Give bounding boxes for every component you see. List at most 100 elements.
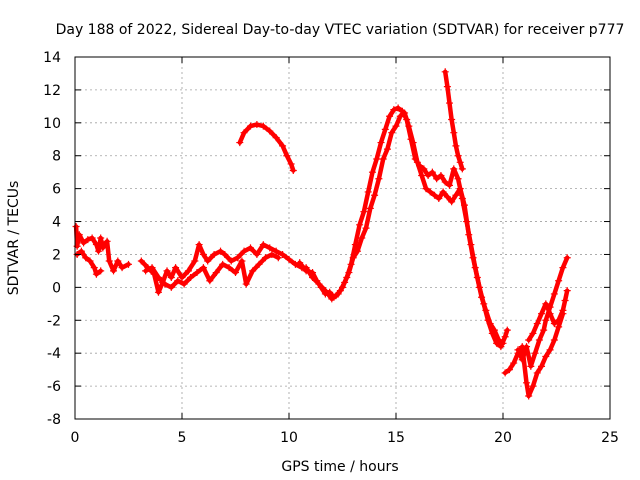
data-point: [246, 244, 254, 252]
data-point: [377, 139, 385, 147]
data-point: [345, 269, 353, 277]
data-point: [274, 254, 282, 262]
data-point: [240, 247, 248, 255]
y-axis-title: SDTVAR / TECUs: [6, 181, 22, 296]
data-point: [555, 277, 563, 285]
data-point: [266, 244, 274, 252]
y-tick-label: 6: [52, 182, 61, 198]
data-point: [266, 127, 274, 135]
data-point: [452, 191, 460, 199]
data-point: [77, 247, 85, 255]
y-tick-label: 14: [43, 50, 61, 66]
y-tick-label: -2: [47, 313, 61, 329]
chart-title: Day 188 of 2022, Sidereal Day-to-day VTE…: [56, 22, 625, 38]
y-tick-label: 2: [52, 247, 61, 263]
x-tick-label: 20: [494, 430, 512, 446]
data-point: [533, 320, 541, 328]
data-point: [559, 264, 567, 272]
data-point: [246, 122, 254, 130]
data-point: [364, 188, 372, 196]
data-point: [371, 191, 379, 199]
data-point: [443, 193, 451, 201]
data-series: [72, 68, 571, 400]
data-point: [443, 83, 451, 91]
data-point: [433, 175, 441, 183]
data-point: [358, 234, 366, 242]
series-sdtvar-main-f: [302, 109, 507, 347]
series-trace: [143, 252, 281, 290]
x-tick-label: 15: [387, 430, 405, 446]
data-point: [341, 278, 349, 286]
data-point: [291, 260, 299, 268]
data-point: [193, 269, 201, 277]
data-point: [255, 260, 263, 268]
data-point: [428, 168, 436, 176]
plot-frame: [74, 56, 611, 420]
data-point: [163, 267, 171, 275]
data-point: [349, 254, 357, 262]
data-point: [82, 254, 90, 262]
series-sdtvar-spike: [441, 68, 466, 173]
data-point: [174, 277, 182, 285]
data-point: [450, 165, 458, 173]
data-point: [469, 254, 477, 262]
data-point: [401, 109, 409, 117]
y-tick-label: -6: [47, 379, 61, 395]
data-point: [234, 254, 242, 262]
data-point: [501, 369, 509, 377]
y-tick-label: 12: [43, 83, 61, 99]
data-point: [409, 139, 417, 147]
data-point: [379, 155, 387, 163]
data-point: [473, 273, 481, 281]
data-point: [137, 257, 145, 265]
y-tick-label: 10: [43, 116, 61, 132]
data-point: [309, 273, 317, 281]
data-point: [561, 297, 569, 305]
data-point: [563, 287, 571, 295]
data-point: [535, 336, 543, 344]
data-point: [426, 188, 434, 196]
data-point: [527, 362, 535, 370]
x-tick-label: 5: [178, 430, 187, 446]
data-point: [86, 257, 94, 265]
data-point: [191, 257, 199, 265]
data-point: [465, 231, 473, 239]
data-point: [272, 247, 280, 255]
data-point: [142, 267, 150, 275]
data-point: [542, 300, 550, 308]
x-tick-label: 0: [71, 430, 80, 446]
data-point: [360, 208, 368, 216]
data-point: [486, 320, 494, 328]
data-point: [441, 68, 449, 76]
data-point: [103, 237, 111, 245]
data-point: [381, 125, 389, 133]
data-point: [538, 310, 546, 318]
data-point: [546, 346, 554, 354]
data-point: [514, 346, 522, 354]
data-point: [232, 269, 239, 277]
data-point: [529, 382, 537, 390]
data-point: [538, 362, 546, 370]
data-point: [227, 257, 235, 265]
data-point: [550, 336, 558, 344]
data-point: [373, 155, 381, 163]
data-point: [490, 326, 498, 334]
data-point: [437, 171, 445, 179]
data-point: [249, 267, 257, 275]
x-tick-label: 25: [601, 430, 619, 446]
data-point: [289, 167, 297, 175]
data-point: [240, 129, 248, 137]
data-point: [540, 326, 548, 334]
data-point: [261, 254, 269, 262]
data-point: [510, 359, 518, 367]
data-point: [525, 336, 533, 344]
data-point: [206, 277, 214, 285]
data-point: [383, 145, 391, 153]
data-point: [499, 339, 507, 347]
data-point: [296, 259, 304, 267]
data-point: [114, 257, 122, 265]
data-point: [315, 280, 323, 288]
data-point: [392, 122, 400, 130]
data-point: [531, 349, 539, 357]
